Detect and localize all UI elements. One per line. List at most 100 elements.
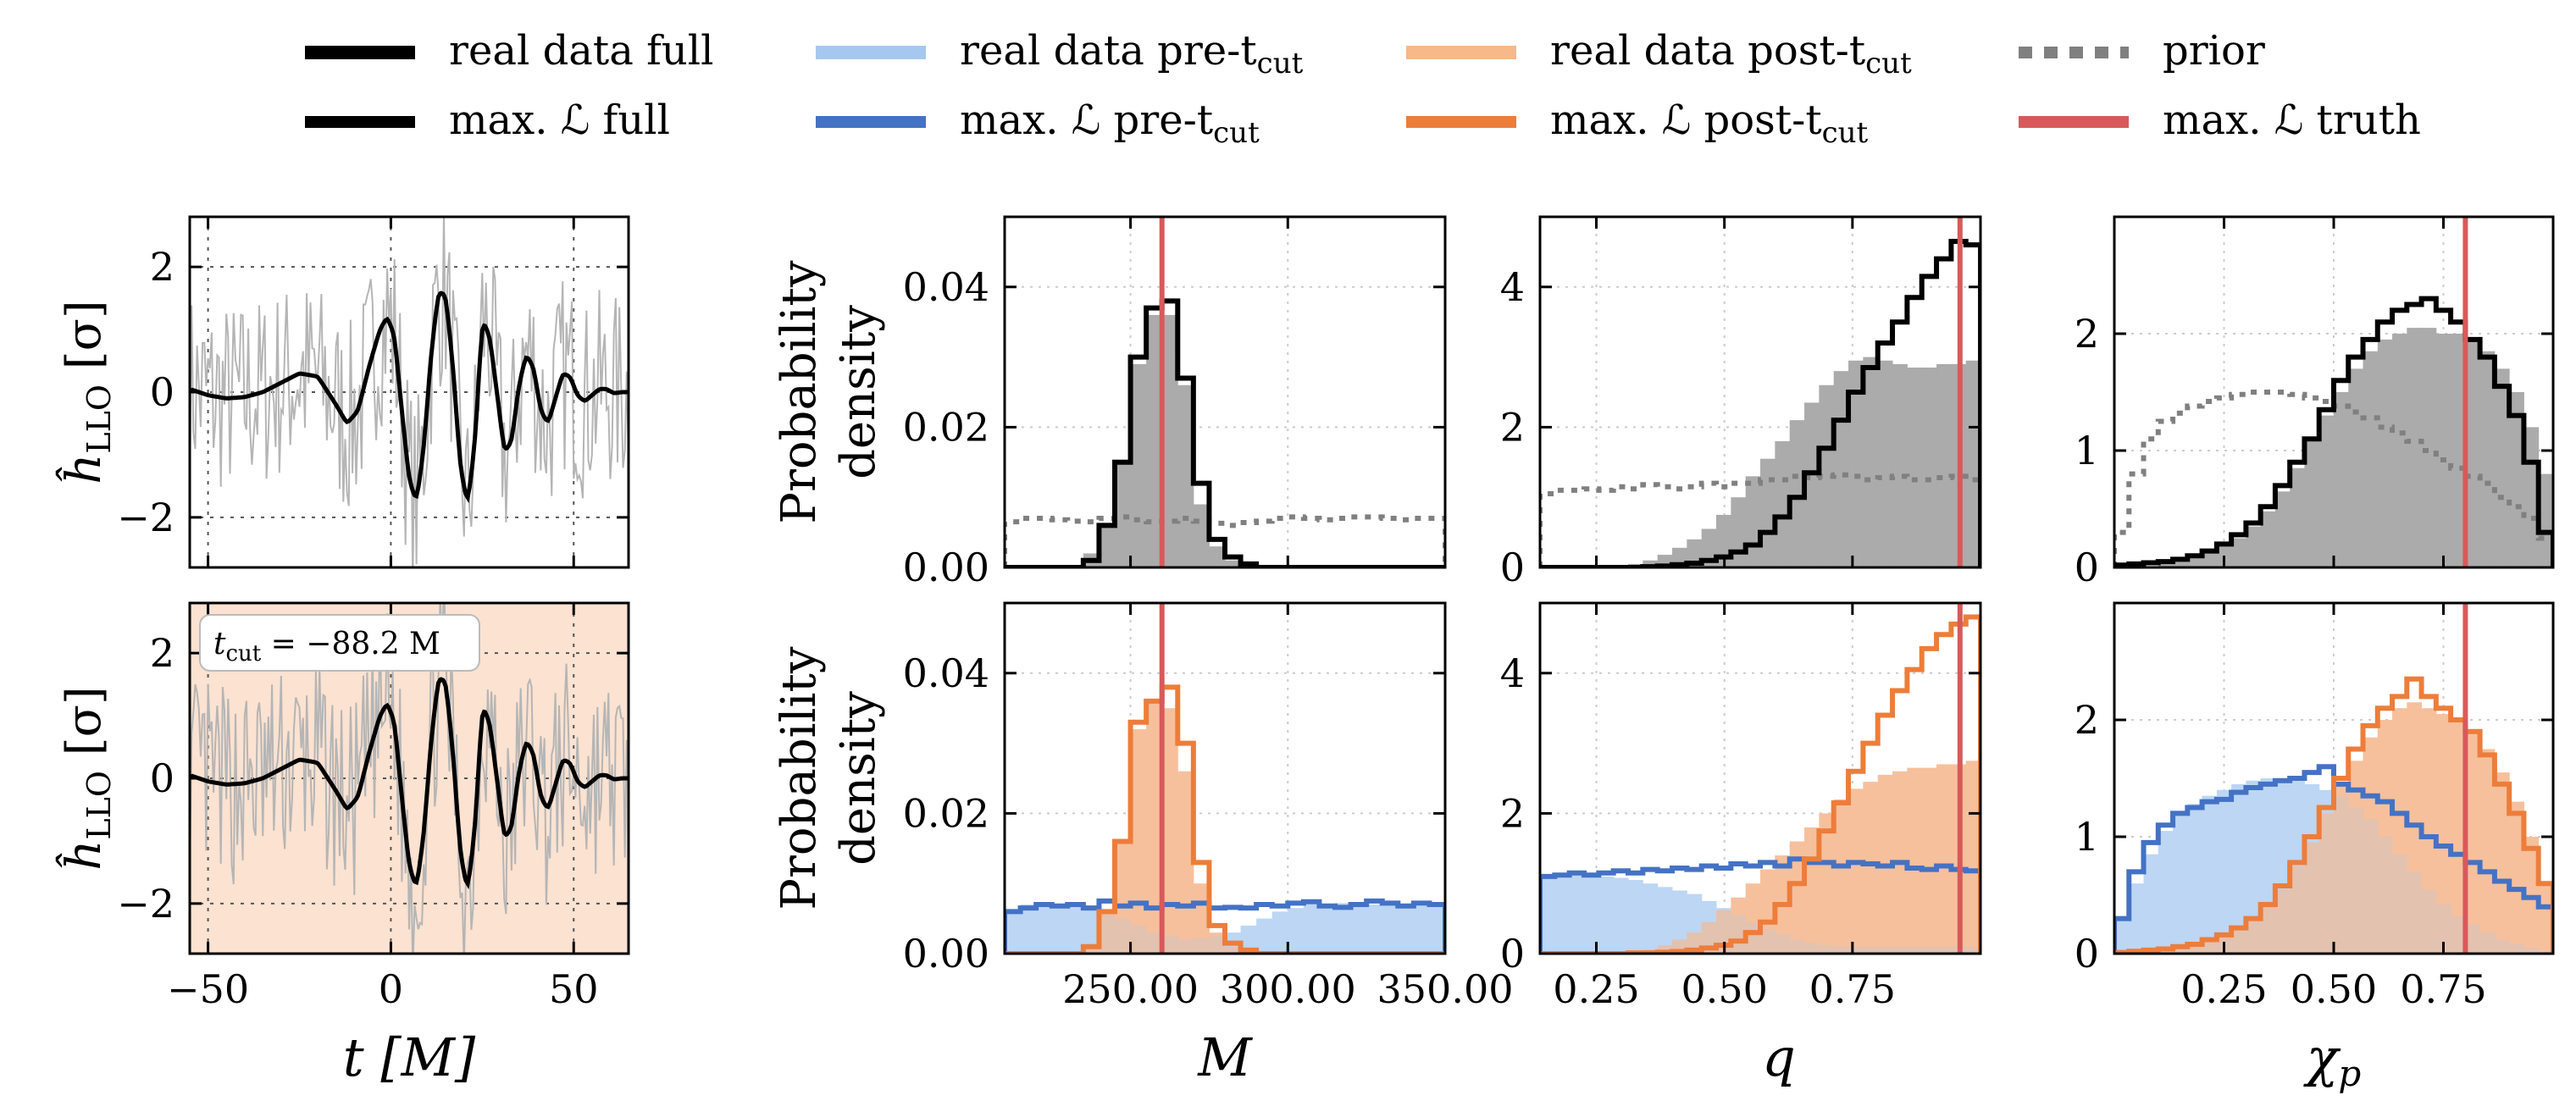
bar-real-data-full: [2290, 467, 2305, 567]
bar-real-data-post: [1130, 729, 1147, 954]
bar-overlap: [1907, 946, 1923, 954]
bar-real-data-post: [1848, 788, 1864, 954]
bar-overlap: [1833, 946, 1849, 954]
bar-real-data-pre: [1366, 905, 1383, 954]
bar-overlap: [2363, 819, 2379, 954]
bar-real-data-pre: [1584, 875, 1599, 954]
bar-real-data-full: [1161, 314, 1178, 567]
y-tick-label: 1: [2075, 428, 2099, 473]
bar-real-data-full: [2246, 526, 2262, 567]
bar-real-data-pre: [1271, 911, 1288, 954]
panel-chip-bottom: 0.25 0.50 0.75 0 1 2: [2075, 601, 2555, 1012]
bar-real-data-full: [1848, 360, 1864, 567]
y-axis-label-strain: ĥLLO [σ]: [56, 686, 118, 870]
bar-real-data-full: [1760, 458, 1776, 567]
bar-real-data-full: [1965, 360, 1980, 567]
bar-real-data-post: [1936, 764, 1952, 954]
bar-overlap: [2274, 889, 2291, 954]
bar-real-data-pre: [1020, 905, 1037, 954]
bar-real-data-pre: [1398, 905, 1415, 954]
plot-area: [1540, 603, 1980, 954]
bar-real-data-pre: [1613, 877, 1629, 954]
legend-label: max. ℒ full: [449, 97, 670, 144]
y-tick-label: 0: [1500, 931, 1525, 976]
plot-area: [1540, 217, 1980, 567]
bar-real-data-pre: [2231, 783, 2246, 954]
x-tick-label: 0.50: [2291, 966, 2377, 1012]
y-tick-label: 0: [2075, 545, 2099, 590]
y-tick-label: 2: [1500, 790, 1525, 836]
bar-real-data-post: [2538, 883, 2553, 954]
y-axis-label-pdf: density: [831, 691, 886, 866]
bar-overlap: [2173, 949, 2188, 954]
bar-real-data-full: [1130, 363, 1147, 567]
bar-overlap: [2187, 946, 2203, 954]
bar-overlap: [1775, 933, 1791, 954]
y-tick-label: 0.04: [903, 650, 989, 696]
y-axis-label-pdf: density: [831, 305, 886, 479]
bar-real-data-full: [1804, 402, 1820, 567]
bar-real-data-pre: [1672, 890, 1687, 954]
x-axis-label-M: M: [1197, 1026, 1253, 1088]
bar-overlap: [2465, 924, 2481, 954]
bar-real-data-full: [2363, 351, 2379, 567]
bar-real-data-full: [1789, 420, 1805, 567]
bar-real-data-full: [1863, 357, 1879, 567]
real-data-line: [190, 217, 629, 567]
bar-real-data-full: [1209, 546, 1226, 567]
tcut-box: [199, 614, 480, 672]
bar-real-data-pre: [1382, 903, 1399, 954]
bar-overlap: [1161, 936, 1178, 954]
max-L-full-step: [1005, 298, 1445, 567]
bar-real-data-full: [2304, 439, 2320, 567]
bar-real-data-pre: [1067, 905, 1084, 954]
bar-real-data-pre: [1288, 908, 1305, 954]
bar-real-data-pre: [1569, 872, 1585, 954]
bar-real-data-full: [1099, 525, 1116, 567]
y-tick-label: 2: [1500, 404, 1525, 450]
bar-overlap: [1083, 946, 1100, 954]
bar-real-data-pre: [2158, 831, 2174, 954]
legend-entry: real data post-tcut: [1406, 27, 1912, 80]
bar-overlap: [2435, 905, 2451, 954]
panel-q-bottom: 0.25 0.50 0.75 0 2 4: [1500, 601, 1982, 1012]
x-tick-label: 250.00: [1062, 966, 1199, 1012]
bar-real-data-pre: [1429, 905, 1445, 954]
bar-real-data-full: [2421, 328, 2437, 567]
y-tick-label: 0: [150, 755, 175, 801]
bar-overlap: [2333, 795, 2349, 954]
bar-overlap: [1731, 915, 1747, 954]
legend-entry: max. ℒ full: [305, 97, 670, 144]
max-L-full-line: [190, 677, 629, 890]
panel-M-bottom: 250.00 300.00 350.00 0.00 0.02 0.04: [903, 601, 1513, 1012]
bar-real-data-full: [2451, 334, 2466, 567]
bar-overlap: [1848, 946, 1864, 954]
bar-real-data-pre: [1657, 887, 1673, 954]
bar-real-data-pre: [1335, 903, 1352, 954]
bar-real-data-pre: [1540, 876, 1555, 954]
x-axis-label-time: t [M]: [343, 1026, 476, 1088]
bar-overlap: [2246, 918, 2262, 954]
y-tick-label: 2: [2075, 697, 2099, 743]
bar-overlap: [1804, 943, 1820, 954]
real-data-line: [190, 603, 629, 954]
y-axis-label-pdf: Probability: [772, 260, 827, 523]
bar-real-data-post: [1146, 700, 1163, 954]
bar-overlap: [2407, 871, 2423, 954]
bar-overlap: [1146, 932, 1163, 954]
y-tick-label: −2: [117, 495, 175, 540]
bar-overlap: [2304, 842, 2320, 954]
bar-overlap: [1819, 945, 1835, 954]
max-L-full-line: [190, 290, 629, 504]
bar-real-data-full: [1716, 514, 1731, 567]
bar-overlap: [1892, 946, 1908, 954]
bar-real-data-full: [1687, 539, 1703, 567]
x-axis-label-chip: χp: [2303, 1026, 2361, 1094]
bar-overlap: [1130, 925, 1147, 954]
y-tick-label: 2: [150, 630, 175, 676]
bar-overlap: [2318, 813, 2335, 954]
bar-real-data-full: [2158, 563, 2174, 567]
y-tick-label: 0.00: [903, 545, 989, 590]
panel-M-top: 0.00 0.02 0.04: [903, 215, 1447, 590]
x-axis-label-q: q: [1762, 1026, 1796, 1088]
